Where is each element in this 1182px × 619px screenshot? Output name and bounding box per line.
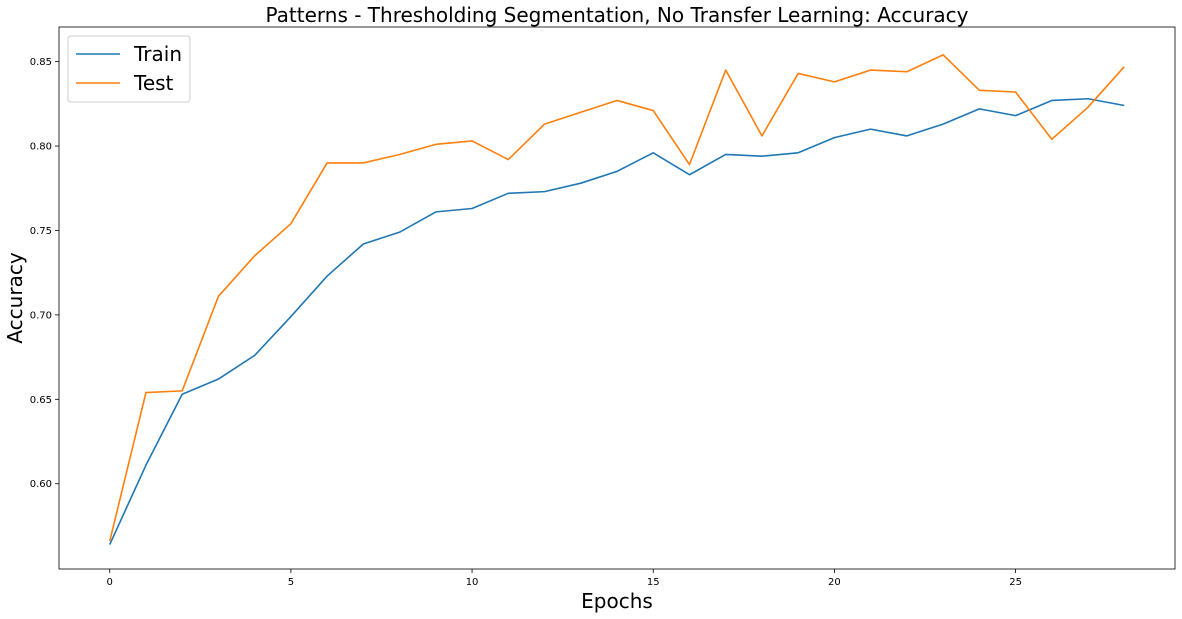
series-line-test [108,54,1125,542]
y-tick-label: 0.60 [30,479,52,490]
legend: Train Test [67,35,191,103]
y-axis-ticks: 0.60 0.65 0.70 0.75 0.80 0.85 [30,57,59,490]
plot-frame [58,26,1176,570]
series-line-train [109,97,1125,545]
legend-label-test: Test [133,71,174,95]
x-tick-label: 25 [1009,577,1022,588]
y-tick-label: 0.85 [30,57,52,68]
x-tick-label: 20 [828,577,841,588]
chart-title: Patterns - Thresholding Segmentation, No… [266,3,969,27]
y-tick-label: 0.70 [30,310,52,321]
y-tick-label: 0.65 [30,395,52,406]
y-axis-label: Accuracy [3,252,27,343]
series-lines [108,54,1125,545]
y-tick-label: 0.75 [30,226,52,237]
x-axis-ticks: 0 5 10 15 20 25 [107,569,1022,588]
x-tick-label: 10 [466,577,479,588]
legend-label-train: Train [133,42,182,66]
x-tick-label: 15 [647,577,660,588]
x-tick-label: 0 [107,577,113,588]
legend-box [67,35,191,103]
x-axis-label: Epochs [581,589,653,613]
x-tick-label: 5 [288,577,294,588]
y-tick-label: 0.80 [30,142,52,153]
